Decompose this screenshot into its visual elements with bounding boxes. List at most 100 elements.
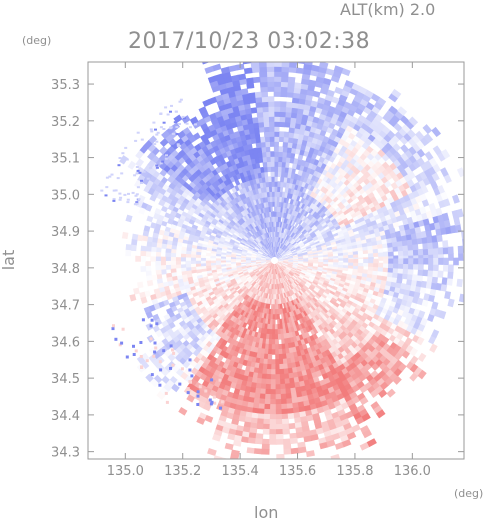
radar-cell xyxy=(313,259,319,262)
radar-cell xyxy=(422,269,429,277)
radar-cell xyxy=(270,166,275,172)
radar-cell xyxy=(442,246,449,255)
radar-cell xyxy=(215,258,221,262)
radar-cell xyxy=(412,249,419,256)
radar-cell xyxy=(402,249,409,256)
radar-cell xyxy=(280,388,287,395)
radar-cell xyxy=(255,382,262,390)
radar-cell xyxy=(286,403,294,410)
radar-cell xyxy=(275,374,281,380)
radar-cell xyxy=(286,398,293,405)
radar-cell xyxy=(267,101,275,107)
radar-cell xyxy=(275,408,283,415)
radar-cell xyxy=(275,379,281,385)
radar-cell xyxy=(270,379,277,385)
radar-cell xyxy=(281,408,289,415)
x-unit-label: (deg) xyxy=(454,487,483,500)
radar-cell xyxy=(279,116,286,123)
radar-cell xyxy=(432,264,439,272)
radar-cell xyxy=(276,181,281,188)
radar-cell xyxy=(275,413,283,420)
radar-cell xyxy=(180,257,186,262)
radar-cell xyxy=(150,251,157,258)
radar-cell xyxy=(160,260,167,267)
y-unit-label: (deg) xyxy=(22,34,51,47)
radar-cell xyxy=(286,91,294,98)
radar-cell xyxy=(263,358,269,365)
radar-cell xyxy=(407,268,414,275)
radar-cell xyxy=(285,101,293,108)
radar-cell xyxy=(275,339,280,345)
radar-cell xyxy=(432,241,439,249)
radar-cell xyxy=(387,271,394,278)
radar-cell xyxy=(285,393,293,400)
radar-cell xyxy=(175,260,182,266)
radar-cell xyxy=(175,249,182,255)
radar-cell xyxy=(268,333,273,340)
radar-cell xyxy=(448,253,454,261)
radar-cell xyxy=(271,369,277,375)
radar-cell xyxy=(263,413,271,420)
radar-cell xyxy=(392,267,399,274)
radar-cell xyxy=(273,171,279,177)
radar-cell xyxy=(273,86,281,92)
radar-cell xyxy=(280,176,285,183)
radar-cell xyxy=(373,258,379,264)
radar-cell xyxy=(130,244,137,252)
radar-cell xyxy=(388,258,394,264)
radar-cell xyxy=(160,265,167,271)
radar-cell xyxy=(195,254,202,259)
radar-cell xyxy=(283,131,290,138)
radar-cell xyxy=(140,245,147,252)
radar-cell xyxy=(205,257,211,262)
radar-cell xyxy=(378,255,384,261)
radar-cell xyxy=(275,349,280,355)
radar-cell xyxy=(427,241,434,250)
radar-cell xyxy=(282,423,290,430)
radar-cell xyxy=(275,388,282,395)
radar-cell xyxy=(269,409,277,415)
radar-cell xyxy=(145,246,152,253)
radar-cell xyxy=(205,247,213,252)
radar-cell xyxy=(259,398,266,405)
radar-cell xyxy=(358,258,364,264)
radar-cell xyxy=(277,156,283,163)
radar-cell xyxy=(447,246,454,255)
radar-cell xyxy=(278,121,286,128)
radar-cell xyxy=(383,258,389,264)
radar-cell xyxy=(368,258,374,264)
radar-cell xyxy=(185,257,191,262)
radar-cell xyxy=(256,377,263,385)
radar-cell xyxy=(210,258,216,262)
radar-cell xyxy=(382,271,389,277)
radar-cell xyxy=(279,368,285,375)
radar-cell xyxy=(191,272,198,278)
radar-cell xyxy=(278,131,285,138)
radar-cell xyxy=(275,418,283,425)
radar-cell xyxy=(398,258,404,265)
radar-cell xyxy=(276,313,281,320)
radar-cell xyxy=(432,270,439,278)
radar-cell xyxy=(442,240,449,248)
radar-cell xyxy=(382,251,389,257)
radar-cell xyxy=(195,269,202,274)
radar-cell xyxy=(273,91,281,97)
radar-cell xyxy=(387,267,394,273)
radar-cell xyxy=(257,116,264,123)
radar-cell xyxy=(264,408,271,415)
radar-cell xyxy=(170,248,177,254)
radar-cell xyxy=(185,253,192,259)
radar-cell xyxy=(267,111,275,117)
radar-cell xyxy=(270,384,277,390)
radar-cell xyxy=(269,328,273,335)
radar-cell xyxy=(348,259,354,263)
radar-cell xyxy=(286,86,295,93)
radar-cell xyxy=(274,206,277,212)
radar-cell xyxy=(298,259,304,262)
radar-cell xyxy=(267,358,273,365)
radar-cell xyxy=(185,250,192,255)
radar-cell xyxy=(338,257,344,261)
radar-cell xyxy=(263,423,271,430)
radar-cell xyxy=(277,161,283,168)
radar-cell xyxy=(280,378,286,385)
